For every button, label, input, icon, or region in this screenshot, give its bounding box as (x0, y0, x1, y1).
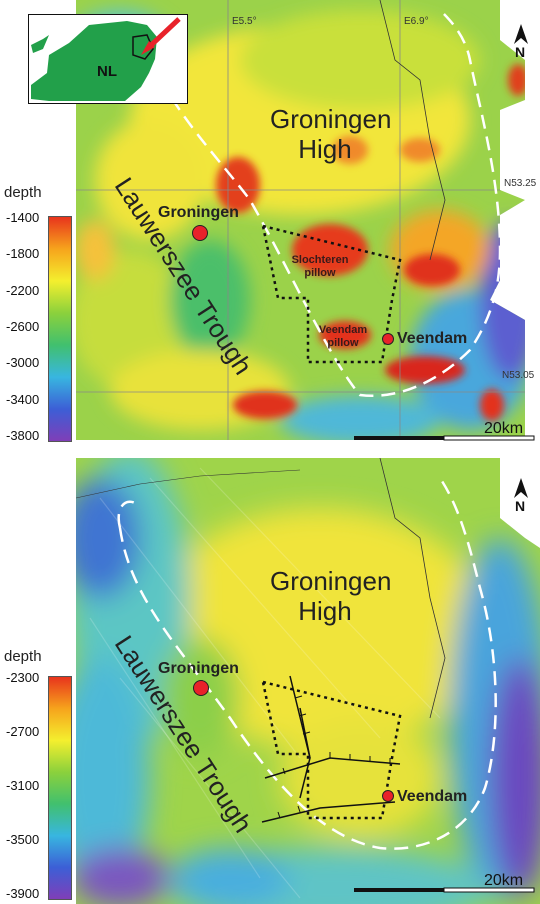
top-depth-map-panel: NL depth -1400 -1800 -2200 -2600 -3000 -3400 -… (0, 0, 540, 446)
top-groningen-city-label: Groningen (158, 204, 239, 221)
veendam-pillow-label: Veendam pillow (318, 324, 368, 349)
bottom-groningen-city-label: Groningen (158, 660, 239, 677)
coord-e6-9: E6.9° (404, 16, 429, 27)
bottom-scale-label: 20km (484, 872, 524, 889)
bottom-colorbar-tick: -3100 (6, 778, 40, 793)
bottom-groningen-high-label: Groningen High (270, 566, 392, 626)
bottom-colorbar-tick: -2300 (6, 670, 40, 685)
bottom-colorbar-title: depth (4, 648, 42, 665)
bottom-veendam-city-label: Veendam (397, 788, 468, 805)
bottom-colorbar-tick: -2700 (6, 724, 40, 739)
bottom-north-arrow-label: N (515, 498, 526, 514)
top-veendam-city-label: Veendam (397, 330, 468, 347)
top-colorbar-tick: -3800 (6, 428, 40, 443)
inset-netherlands-shape (31, 17, 181, 101)
bottom-colorbar-tick: -3500 (6, 832, 40, 847)
coord-n53-25: N53.25 (504, 178, 537, 189)
top-colorbar-title: depth (4, 184, 42, 201)
top-colorbar-tick: -3000 (6, 355, 40, 371)
slochteren-pillow-label: Slochteren pillow (291, 254, 349, 279)
bottom-depth-map (76, 458, 540, 904)
top-colorbar-tick: -3400 (6, 391, 40, 407)
top-colorbar-tick: -1800 (6, 246, 40, 262)
top-north-arrow-label: N (515, 44, 526, 60)
bottom-colorbar-tick: -3900 (6, 886, 40, 901)
coord-e5-5: E5.5° (232, 16, 257, 27)
top-colorbar-tick: -2200 (6, 282, 40, 298)
coord-n53-05: N53.05 (502, 370, 535, 381)
inset-country-label: NL (97, 63, 117, 80)
top-colorbar-tick: -2600 (6, 319, 40, 334)
top-scale-label: 20km (484, 420, 524, 437)
bottom-depth-map-panel: depth -2300 -2700 -3100 -3500 -3900 Groninge… (0, 458, 540, 904)
top-groningen-high-label: Groningen High (270, 104, 392, 164)
bottom-colorbar (48, 676, 72, 900)
top-colorbar-tick: -1400 (6, 210, 40, 225)
inset-locator-map: NL (28, 14, 188, 104)
top-colorbar (48, 216, 72, 442)
